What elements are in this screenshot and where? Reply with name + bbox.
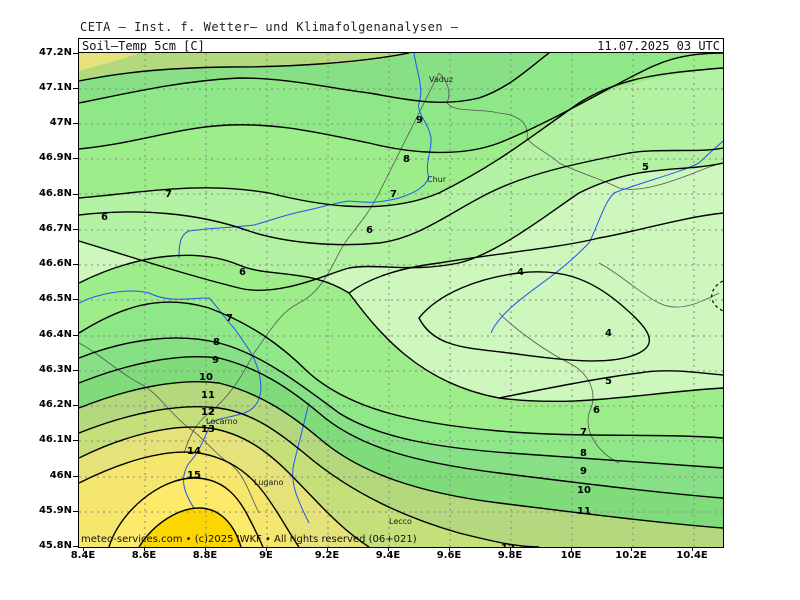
lon-tick-mark <box>266 547 267 551</box>
isoline-label-12: 12 <box>501 543 515 547</box>
map-title-bar: Soil—Temp_5cm_[C] 11.07.2025 03 UTC <box>78 38 724 53</box>
place-locarno: Locarno <box>206 417 238 426</box>
isoline-label-7: 7 <box>390 189 397 200</box>
copyright-note: meteo-services.com • (c)2025 IWKF • All … <box>81 534 417 545</box>
isoline-label-10: 10 <box>577 485 591 496</box>
isoline-label-13: 13 <box>201 424 215 435</box>
isoline-label-11: 11 <box>577 506 591 517</box>
isoline-label-10: 10 <box>199 372 213 383</box>
isoline-label-8: 8 <box>213 337 220 348</box>
lon-tick-label: 10.4E <box>676 550 708 561</box>
lat-tick-mark <box>73 264 78 265</box>
lat-tick-label: 47N <box>49 117 72 128</box>
lat-tick-label: 45.8N <box>38 540 72 551</box>
lat-tick-mark <box>73 546 78 547</box>
isoline-label-7: 7 <box>165 189 172 200</box>
isoline-label-4: 4 <box>517 267 524 278</box>
place-lecco: Lecco <box>389 517 412 526</box>
lat-tick-mark <box>73 476 78 477</box>
place-chur: Chur <box>427 175 447 184</box>
isoline-label-6: 6 <box>593 405 600 416</box>
lat-tick-mark <box>73 158 78 159</box>
isoline-label-9: 9 <box>580 466 587 477</box>
lat-tick-mark <box>73 88 78 89</box>
lat-tick-mark <box>73 53 78 54</box>
place-lugano: Lugano <box>254 478 283 487</box>
lon-tick-label: 9E <box>259 550 273 561</box>
isoline-label-7: 7 <box>226 313 233 324</box>
map-canvas: 9 8 7 7 6 6 5 4 6 4 7 8 9 10 11 12 13 14… <box>79 53 723 547</box>
isoline-label-8: 8 <box>580 448 587 459</box>
lon-tick-mark <box>631 547 632 551</box>
isoline-label-8: 8 <box>403 154 410 165</box>
rivers <box>79 53 723 524</box>
lat-tick-label: 46.4N <box>38 329 72 340</box>
isoline-label-6: 6 <box>366 225 373 236</box>
band-south-15 <box>139 508 241 547</box>
lat-tick-mark <box>73 440 78 441</box>
isoline-label-14: 14 <box>187 446 201 457</box>
isoline-label-12: 12 <box>201 407 215 418</box>
valid-time: 11.07.2025 03 UTC <box>597 39 720 53</box>
lon-tick-label: 8.4E <box>70 550 96 561</box>
lon-tick-label: 10.2E <box>615 550 647 561</box>
lat-tick-label: 46.7N <box>38 223 72 234</box>
lat-tick-mark <box>73 123 78 124</box>
lon-tick-mark <box>692 547 693 551</box>
lat-tick-label: 46.3N <box>38 364 72 375</box>
isoline-label-11: 11 <box>201 390 215 401</box>
place-vaduz: Vaduz <box>429 75 453 84</box>
lon-tick-label: 9.6E <box>436 550 462 561</box>
lat-tick-mark <box>73 370 78 371</box>
lon-tick-label: 9.4E <box>375 550 401 561</box>
lat-tick-mark <box>73 335 78 336</box>
isoline-label-5: 5 <box>642 162 649 173</box>
lat-tick-label: 45.9N <box>38 505 72 516</box>
lat-tick-label: 47.1N <box>38 82 72 93</box>
isoline-label-9: 9 <box>212 355 219 366</box>
lat-tick-label: 46.5N <box>38 293 72 304</box>
lon-tick-mark <box>571 547 572 551</box>
isoline-label-4: 4 <box>605 328 612 339</box>
lat-tick-label: 46.1N <box>38 434 72 445</box>
lon-tick-label: 9.8E <box>497 550 523 561</box>
lat-tick-mark <box>73 405 78 406</box>
lon-tick-mark <box>327 547 328 551</box>
isoline-label-6: 6 <box>101 212 108 223</box>
lat-tick-mark <box>73 511 78 512</box>
isoline-label-9: 9 <box>416 115 423 126</box>
lat-tick-mark <box>73 229 78 230</box>
lon-tick-mark <box>449 547 450 551</box>
lat-tick-label: 46.2N <box>38 399 72 410</box>
lon-tick-mark <box>388 547 389 551</box>
place-labels: Vaduz Chur Locarno Lugano Lecco <box>206 75 453 526</box>
parameter-title: Soil—Temp_5cm_[C] <box>82 39 205 53</box>
lat-tick-label: 46.8N <box>38 188 72 199</box>
lat-tick-label: 47.2N <box>38 47 72 58</box>
soil-temperature-map[interactable]: 9 8 7 7 6 6 5 4 6 4 7 8 9 10 11 12 13 14… <box>78 52 724 548</box>
lon-tick-label: 10E <box>560 550 582 561</box>
lat-tick-label: 46.6N <box>38 258 72 269</box>
lon-tick-mark <box>205 547 206 551</box>
lon-tick-mark <box>144 547 145 551</box>
lon-tick-mark <box>510 547 511 551</box>
isoline-label-15: 15 <box>187 470 201 481</box>
isoline-label-6: 6 <box>239 267 246 278</box>
lat-tick-mark <box>73 299 78 300</box>
graticule <box>79 53 723 547</box>
source-line: CETA — Inst. f. Wetter— und Klimafolgena… <box>80 20 459 34</box>
band-north-yellow <box>79 53 139 71</box>
lon-tick-label: 9.2E <box>314 550 340 561</box>
dashed-contour <box>711 280 723 312</box>
isoline-label-7: 7 <box>580 427 587 438</box>
lat-tick-label: 46.9N <box>38 152 72 163</box>
isotherms <box>79 53 723 547</box>
lat-tick-label: 46N <box>49 470 72 481</box>
lat-tick-mark <box>73 194 78 195</box>
isoline-label-5: 5 <box>605 376 612 387</box>
lon-tick-mark <box>83 547 84 551</box>
lon-tick-label: 8.8E <box>192 550 218 561</box>
lon-tick-label: 8.6E <box>131 550 157 561</box>
isoline-labels: 9 8 7 7 6 6 5 4 6 4 7 8 9 10 11 12 13 14… <box>101 115 649 547</box>
